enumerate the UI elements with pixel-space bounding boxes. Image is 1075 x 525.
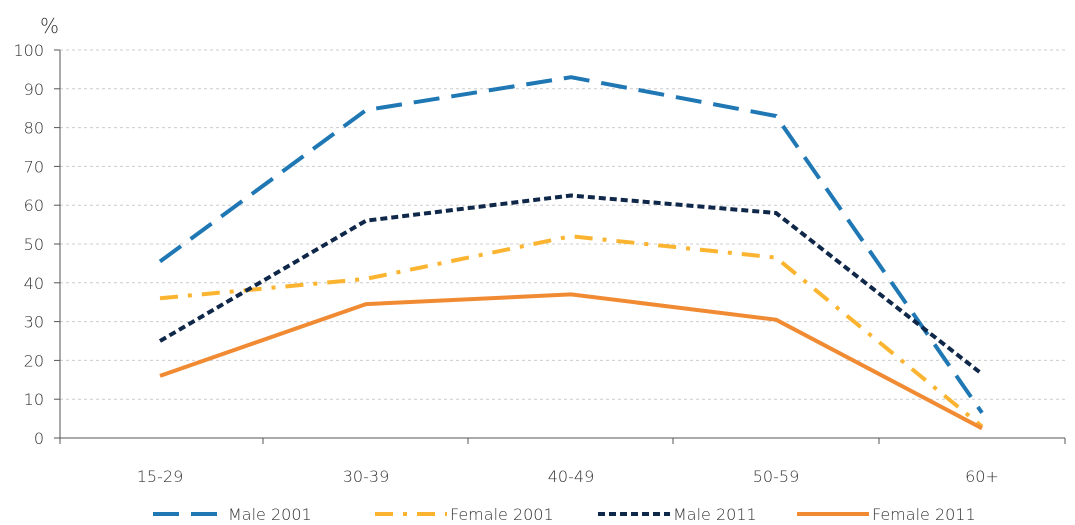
x-tick-label: 50-59 — [753, 467, 800, 486]
y-tick-label: 40 — [24, 274, 44, 293]
x-tick-label: 40-49 — [548, 467, 595, 486]
series-lines — [158, 75, 984, 431]
y-tick-label: 100 — [13, 41, 44, 60]
legend-label: Male 2001 — [228, 505, 312, 524]
series-line-male-2011 — [158, 193, 984, 376]
y-tick-label: 60 — [24, 196, 44, 215]
series-line-female-2011 — [159, 292, 983, 431]
x-tick-label: 15-29 — [137, 467, 184, 486]
legend-label: Female 2001 — [450, 505, 554, 524]
y-tick-label: 10 — [24, 390, 44, 409]
x-tick-label: 30-39 — [343, 467, 390, 486]
series-line-male-2001 — [158, 75, 984, 414]
y-tick-label: 50 — [24, 235, 44, 254]
legend: Male 2001 Female 2001 Male 2011 Female 2011 — [153, 505, 976, 524]
series-line-female-2001 — [159, 234, 984, 428]
axes: % 0 10 20 30 40 50 60 70 80 90 100 15-29 30-39 40-49 50… — [13, 14, 1066, 486]
legend-label: Female 2011 — [872, 505, 976, 524]
y-unit-label: % — [40, 14, 59, 38]
y-tick-label: 20 — [24, 351, 44, 370]
y-tick-label: 70 — [24, 157, 44, 176]
y-tick-label: 0 — [34, 429, 44, 448]
y-tick-label: 90 — [24, 80, 44, 99]
x-tick-label: 60+ — [965, 467, 999, 486]
y-tick-label: 30 — [24, 313, 44, 332]
legend-label: Male 2011 — [673, 505, 757, 524]
y-tick-label: 80 — [24, 119, 44, 138]
